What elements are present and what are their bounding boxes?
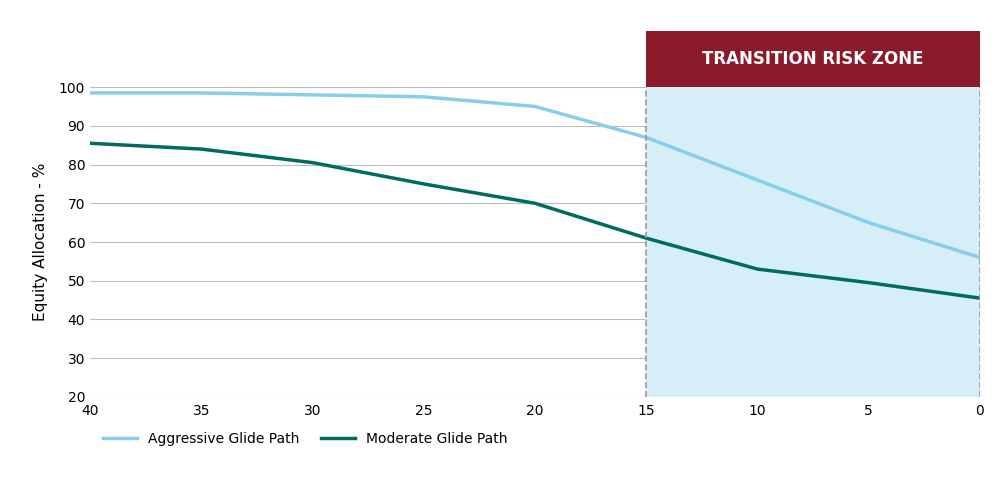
Bar — [646, 87, 980, 397]
Bar — [646, 31, 980, 87]
Legend: Aggressive Glide Path, Moderate Glide Path: Aggressive Glide Path, Moderate Glide Pa… — [97, 427, 513, 452]
Y-axis label: Equity Allocation - %: Equity Allocation - % — [33, 163, 48, 321]
Text: TRANSITION RISK ZONE: TRANSITION RISK ZONE — [702, 50, 924, 68]
